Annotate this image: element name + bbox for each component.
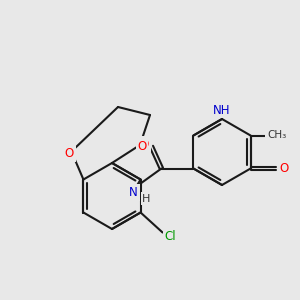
- Text: CH₃: CH₃: [267, 130, 286, 140]
- Text: Cl: Cl: [165, 230, 176, 243]
- Text: O: O: [137, 140, 147, 154]
- Text: O: O: [140, 138, 149, 151]
- Text: O: O: [279, 162, 288, 175]
- Text: N: N: [129, 186, 138, 199]
- Text: O: O: [65, 147, 74, 160]
- Text: NH: NH: [213, 103, 231, 116]
- Text: H: H: [142, 194, 151, 203]
